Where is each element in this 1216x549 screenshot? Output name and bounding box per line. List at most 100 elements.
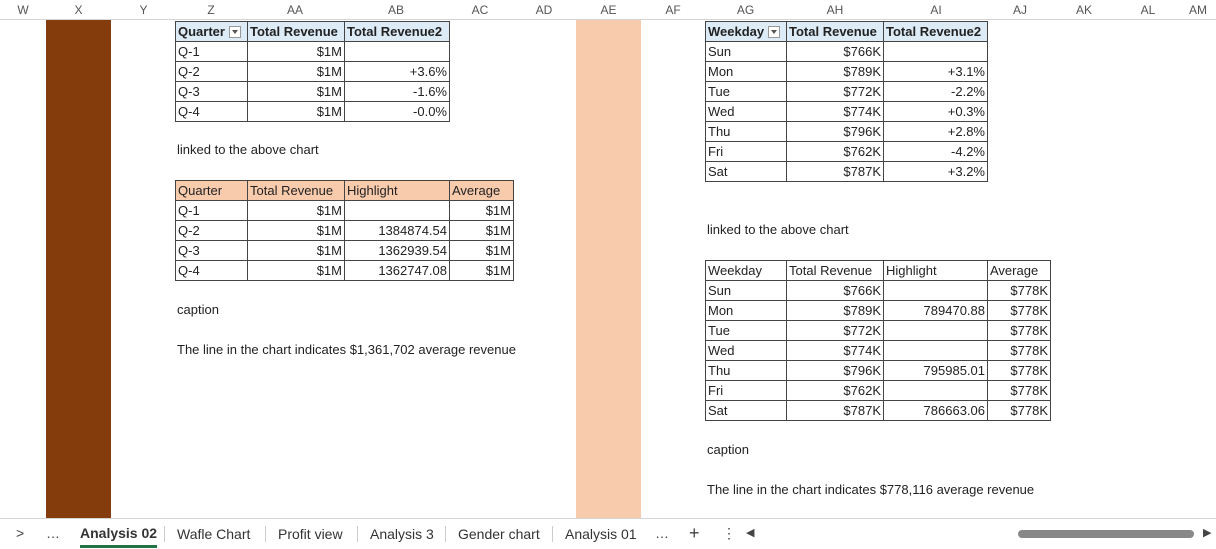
sheet-tab-analysis-3[interactable]: Analysis 3 — [370, 526, 434, 542]
filter-dropdown-icon[interactable] — [228, 26, 241, 39]
column-header-x[interactable]: X — [74, 3, 83, 17]
scroll-tabs-arrow[interactable]: > — [16, 525, 25, 541]
table-cell[interactable]: Wed — [705, 340, 787, 361]
table-cell[interactable]: $787K — [786, 400, 884, 421]
table-cell[interactable]: $1M — [449, 260, 514, 281]
table-cell[interactable]: $1M — [247, 61, 345, 82]
column-header-z[interactable]: Z — [207, 3, 215, 17]
table-cell[interactable]: $772K — [786, 320, 884, 341]
weekday-revenue-table[interactable]: Weekday Total Revenue Total Revenue2 Sun… — [705, 21, 988, 182]
more-tabs-left-button[interactable]: … — [46, 525, 60, 541]
table-cell[interactable]: Sun — [705, 280, 787, 301]
column-header-aj[interactable]: AJ — [1012, 3, 1027, 17]
table-cell[interactable]: +3.6% — [344, 61, 450, 82]
table-cell[interactable]: +3.1% — [883, 61, 988, 82]
table-cell[interactable]: -4.2% — [883, 141, 988, 162]
column-header-am[interactable]: AM — [1189, 3, 1207, 17]
quarter-header[interactable]: Quarter — [175, 21, 248, 42]
table-cell[interactable] — [344, 41, 450, 62]
table-cell[interactable]: $1M — [247, 41, 345, 62]
table-cell[interactable]: +2.8% — [883, 121, 988, 142]
column-header-ab[interactable]: AB — [387, 3, 404, 17]
table-cell[interactable]: Wed — [705, 101, 787, 122]
column-header-w[interactable]: W — [17, 3, 29, 17]
table-cell[interactable]: $796K — [786, 360, 884, 381]
table-cell[interactable]: $778K — [987, 300, 1051, 321]
table-cell[interactable]: Fri — [705, 380, 787, 401]
table-cell[interactable]: $778K — [987, 340, 1051, 361]
table-cell[interactable]: Mon — [705, 300, 787, 321]
table-cell[interactable]: $778K — [987, 380, 1051, 401]
table-cell[interactable]: Thu — [705, 360, 787, 381]
table-cell[interactable] — [883, 280, 988, 301]
table-cell[interactable]: $778K — [987, 400, 1051, 421]
table-cell[interactable]: $796K — [786, 121, 884, 142]
column-header-ai[interactable]: AI — [930, 3, 942, 17]
more-tabs-right-button[interactable]: … — [655, 525, 669, 541]
sheet-tab-gender-chart[interactable]: Gender chart — [458, 526, 540, 542]
table-cell[interactable] — [344, 200, 450, 221]
column-header-al[interactable]: AL — [1140, 3, 1156, 17]
scroll-right-arrow-icon[interactable]: ▶ — [1203, 527, 1212, 539]
table-cell[interactable]: $774K — [786, 340, 884, 361]
table-cell[interactable]: $1M — [247, 220, 345, 241]
table-cell[interactable]: Q-3 — [175, 240, 248, 261]
table-cell[interactable]: 1362747.08 — [344, 260, 450, 281]
table-cell[interactable]: $762K — [786, 141, 884, 162]
column-header-y[interactable]: Y — [139, 3, 148, 17]
table-cell[interactable]: +3.2% — [883, 161, 988, 182]
table-cell[interactable] — [883, 380, 988, 401]
column-header-af[interactable]: AF — [665, 3, 681, 17]
table-cell[interactable]: Tue — [705, 81, 787, 102]
table-cell[interactable]: $1M — [449, 200, 514, 221]
table-cell[interactable]: Sun — [705, 41, 787, 62]
table-cell[interactable]: Q-4 — [175, 101, 248, 122]
table-cell[interactable]: Q-2 — [175, 220, 248, 241]
table-cell[interactable] — [883, 41, 988, 62]
table-cell[interactable]: $1M — [247, 101, 345, 122]
table-cell[interactable]: $1M — [449, 220, 514, 241]
table-cell[interactable]: Q-1 — [175, 200, 248, 221]
scroll-left-arrow-icon[interactable]: ◀ — [746, 527, 755, 539]
table-cell[interactable]: $1M — [247, 260, 345, 281]
table-cell[interactable]: $789K — [786, 61, 884, 82]
sheet-tab-analysis-02[interactable]: Analysis 02 — [80, 519, 158, 548]
table-cell[interactable]: $778K — [987, 360, 1051, 381]
column-header-ae[interactable]: AE — [600, 3, 617, 17]
table-cell[interactable]: Q-3 — [175, 81, 248, 102]
table-cell[interactable]: $778K — [987, 320, 1051, 341]
table-cell[interactable]: $1M — [449, 240, 514, 261]
sheet-grid[interactable]: Quarter Total Revenue Total Revenue2 Q-1… — [0, 20, 1216, 518]
quarter-average-table[interactable]: Quarter Total Revenue Highlight Average … — [175, 180, 514, 281]
table-cell[interactable]: -1.6% — [344, 81, 450, 102]
table-cell[interactable]: +0.3% — [883, 101, 988, 122]
sheet-tab-profit-view[interactable]: Profit view — [278, 526, 343, 542]
tab-options-icon[interactable]: ⋮ — [722, 525, 736, 541]
table-cell[interactable]: $774K — [786, 101, 884, 122]
table-cell[interactable]: 1362939.54 — [344, 240, 450, 261]
table-cell[interactable]: $772K — [786, 81, 884, 102]
quarter-revenue-table[interactable]: Quarter Total Revenue Total Revenue2 Q-1… — [175, 21, 450, 122]
table-cell[interactable]: 795985.01 — [883, 360, 988, 381]
table-cell[interactable]: Tue — [705, 320, 787, 341]
table-cell[interactable]: $766K — [786, 280, 884, 301]
table-cell[interactable]: $766K — [786, 41, 884, 62]
table-cell[interactable]: $778K — [987, 280, 1051, 301]
column-header-ak[interactable]: AK — [1075, 3, 1092, 17]
table-cell[interactable]: $1M — [247, 200, 345, 221]
table-cell[interactable]: Q-4 — [175, 260, 248, 281]
sheet-tab-analysis-01[interactable]: Analysis 01 — [565, 526, 637, 542]
table-cell[interactable]: -0.0% — [344, 101, 450, 122]
table-cell[interactable]: Q-1 — [175, 41, 248, 62]
table-cell[interactable] — [883, 320, 988, 341]
table-cell[interactable]: Sat — [705, 161, 787, 182]
table-cell[interactable]: 786663.06 — [883, 400, 988, 421]
table-cell[interactable]: Fri — [705, 141, 787, 162]
table-cell[interactable]: $1M — [247, 81, 345, 102]
column-header-ag[interactable]: AG — [736, 3, 755, 17]
table-cell[interactable]: $787K — [786, 161, 884, 182]
horizontal-scrollbar-thumb[interactable] — [1018, 530, 1194, 538]
table-cell[interactable] — [883, 340, 988, 361]
table-cell[interactable]: -2.2% — [883, 81, 988, 102]
add-sheet-button[interactable]: + — [689, 523, 700, 543]
